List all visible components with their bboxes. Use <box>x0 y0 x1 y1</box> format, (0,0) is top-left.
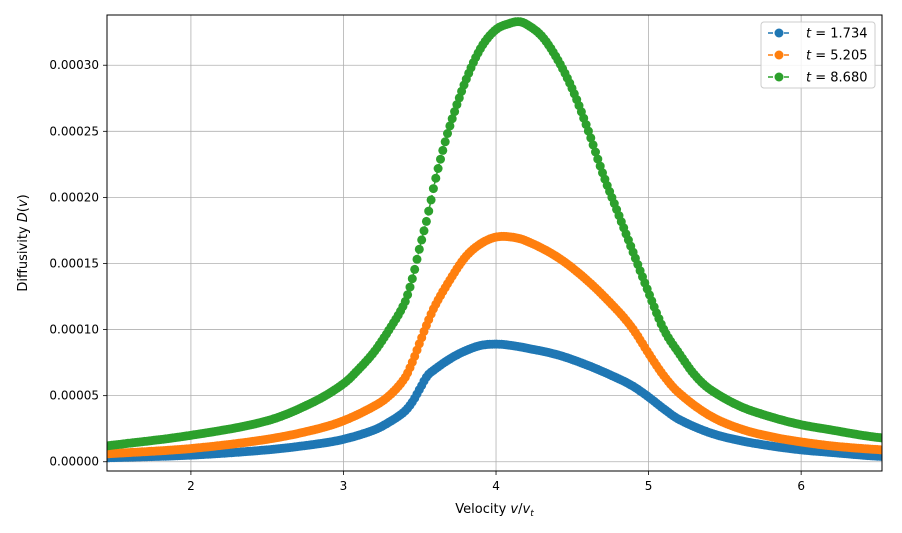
data-point <box>588 140 598 150</box>
data-point <box>586 133 596 143</box>
data-point <box>414 244 424 254</box>
data-point <box>421 216 431 226</box>
data-point <box>417 235 427 245</box>
y-axis-label: Diffusivity D(v) <box>16 194 31 291</box>
x-tick-label: 5 <box>645 479 653 493</box>
y-tick-label: 0.00015 <box>49 256 99 270</box>
x-axis-label: Velocity v/vt <box>455 502 534 519</box>
y-tick-label: 0.00020 <box>49 190 99 204</box>
legend-marker <box>774 72 784 82</box>
plot-area <box>107 17 882 463</box>
data-point <box>436 154 445 164</box>
data-point <box>447 114 457 124</box>
svg-text:t = 8.680: t = 8.680 <box>806 71 868 86</box>
legend-entry: t = 8.680 <box>768 71 868 86</box>
data-point <box>443 129 452 138</box>
y-tick-label: 0.00000 <box>49 455 99 469</box>
series-2 <box>107 231 882 459</box>
legend-marker <box>774 28 784 38</box>
data-point <box>424 206 434 216</box>
data-point <box>412 254 422 264</box>
x-tick-label: 2 <box>187 479 195 493</box>
legend-entry: t = 5.205 <box>768 49 868 64</box>
data-point <box>426 195 436 205</box>
data-point <box>440 137 450 147</box>
data-point <box>405 282 415 292</box>
x-tick-label: 4 <box>492 479 500 493</box>
x-tick-label: 6 <box>797 479 805 493</box>
svg-text:t = 5.205: t = 5.205 <box>806 49 868 64</box>
data-point <box>428 184 438 194</box>
x-tick-label: 3 <box>340 479 348 493</box>
data-point <box>445 121 455 131</box>
legend-label: 5.205 <box>830 49 867 64</box>
grid <box>107 15 882 471</box>
data-point <box>877 445 882 455</box>
y-tick-label: 0.00025 <box>49 124 99 138</box>
data-point <box>431 173 441 183</box>
data-point <box>419 226 429 236</box>
data-point <box>450 107 460 117</box>
data-point <box>877 433 882 443</box>
data-point <box>438 145 448 155</box>
y-tick-label: 0.00030 <box>49 58 99 72</box>
legend-label: 1.734 <box>830 27 867 42</box>
data-point <box>433 164 443 173</box>
data-point <box>410 264 420 274</box>
legend-label: 8.680 <box>830 71 867 86</box>
svg-text:t = 1.734: t = 1.734 <box>806 27 868 42</box>
data-point <box>583 126 593 136</box>
legend-entry: t = 1.734 <box>768 27 868 42</box>
data-point <box>403 290 413 300</box>
data-point <box>593 154 603 164</box>
y-tick-label: 0.00005 <box>49 389 99 403</box>
y-tick-label: 0.00010 <box>49 323 99 337</box>
series-3 <box>107 17 882 451</box>
axis-ticks: 2 3 4 5 6 0.00000 0.00005 0.00010 0.00015 0.00020… <box>49 58 805 493</box>
legend-box <box>760 21 876 89</box>
data-point <box>591 147 600 157</box>
legend-marker <box>774 50 784 60</box>
data-point <box>407 274 417 284</box>
legend: t = 1.734 t = 5.205 t = 8.680 <box>760 21 876 89</box>
axes-frame <box>106 14 883 472</box>
